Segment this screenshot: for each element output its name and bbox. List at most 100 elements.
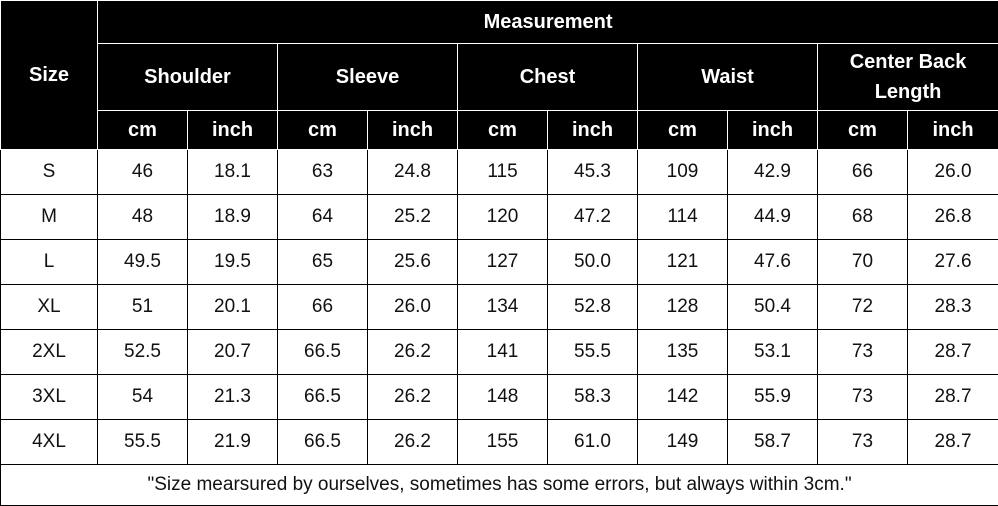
value-cell: 44.9 xyxy=(727,194,818,240)
value-cell: 128 xyxy=(637,284,728,330)
value-cell: 68 xyxy=(817,194,908,240)
value-cell: 73 xyxy=(817,374,908,420)
value-cell: 66.5 xyxy=(277,329,368,375)
value-cell: 142 xyxy=(637,374,728,420)
note: "Size mearsured by ourselves, sometimes … xyxy=(0,464,998,506)
value-cell: 49.5 xyxy=(97,239,188,285)
value-cell: 155 xyxy=(457,419,548,465)
size-cell: S xyxy=(0,149,98,195)
value-cell: 54 xyxy=(97,374,188,420)
size-header: Size xyxy=(0,0,98,150)
group-header: Waist xyxy=(637,43,818,111)
value-cell: 66 xyxy=(817,149,908,195)
value-cell: 21.9 xyxy=(187,419,278,465)
value-cell: 18.9 xyxy=(187,194,278,240)
value-cell: 66 xyxy=(277,284,368,330)
unit-header: inch xyxy=(367,110,458,150)
unit-header: inch xyxy=(906,110,998,150)
value-cell: 63 xyxy=(277,149,368,195)
value-cell: 134 xyxy=(457,284,548,330)
value-cell: 47.6 xyxy=(727,239,818,285)
value-cell: 52.8 xyxy=(547,284,638,330)
value-cell: 53.1 xyxy=(727,329,818,375)
value-cell: 25.2 xyxy=(367,194,458,240)
value-cell: 66.5 xyxy=(277,374,368,420)
size-cell: 2XL xyxy=(0,329,98,375)
value-cell: 52.5 xyxy=(97,329,188,375)
group-header: Chest xyxy=(457,43,638,111)
value-cell: 48 xyxy=(97,194,188,240)
table-row: 4XL 55.5 21.9 66.5 26.2 155 61.0 149 58.7 73 28.7 xyxy=(0,419,998,465)
value-cell: 26.2 xyxy=(367,419,458,465)
value-cell: 26.0 xyxy=(367,284,458,330)
value-cell: 25.6 xyxy=(367,239,458,285)
value-cell: 58.3 xyxy=(547,374,638,420)
value-cell: 148 xyxy=(457,374,548,420)
table-row: S 46 18.1 63 24.8 115 45.3 109 42.9 66 26.0 xyxy=(0,149,998,195)
size-cell: XL xyxy=(0,284,98,330)
unit-header: cm xyxy=(817,110,908,150)
value-cell: 45.3 xyxy=(547,149,638,195)
value-cell: 51 xyxy=(97,284,188,330)
value-cell: 47.2 xyxy=(547,194,638,240)
value-cell: 28.7 xyxy=(906,329,998,375)
table-row: 3XL 54 21.3 66.5 26.2 148 58.3 142 55.9 73 28.7 xyxy=(0,374,998,420)
size-cell: 4XL xyxy=(0,419,98,465)
group-header: Center Back Length xyxy=(816,43,998,111)
size-cell: M xyxy=(0,194,98,240)
value-cell: 19.5 xyxy=(187,239,278,285)
value-cell: 20.7 xyxy=(187,329,278,375)
value-cell: 121 xyxy=(637,239,728,285)
value-cell: 65 xyxy=(277,239,368,285)
value-cell: 26.2 xyxy=(367,329,458,375)
value-cell: 72 xyxy=(817,284,908,330)
unit-header: cm xyxy=(637,110,728,150)
value-cell: 26.8 xyxy=(906,194,998,240)
unit-header: cm xyxy=(457,110,548,150)
table-row: Shoulder Sleeve Chest Waist Center Back Leng… xyxy=(1,43,998,111)
table-row: Size Measurement xyxy=(0,0,998,150)
value-cell: 109 xyxy=(637,149,728,195)
value-cell: 114 xyxy=(637,194,728,240)
value-cell: 24.8 xyxy=(367,149,458,195)
value-cell: 28.7 xyxy=(906,374,998,420)
unit-header: cm xyxy=(277,110,368,150)
value-cell: 55.5 xyxy=(97,419,188,465)
value-cell: 58.7 xyxy=(727,419,818,465)
value-cell: 115 xyxy=(457,149,548,195)
value-cell: 50.4 xyxy=(727,284,818,330)
table-row: XL 51 20.1 66 26.0 134 52.8 128 50.4 72 28.3 xyxy=(0,284,998,330)
value-cell: 135 xyxy=(637,329,728,375)
value-cell: 55.5 xyxy=(547,329,638,375)
value-cell: 127 xyxy=(457,239,548,285)
table-row: "Size mearsured by ourselves, sometimes … xyxy=(0,464,998,506)
value-cell: 42.9 xyxy=(727,149,818,195)
value-cell: 28.3 xyxy=(906,284,998,330)
value-cell: 70 xyxy=(817,239,908,285)
table-row: L 49.5 19.5 65 25.6 127 50.0 121 47.6 70 27.6 xyxy=(0,239,998,285)
value-cell: 66.5 xyxy=(277,419,368,465)
unit-header: cm xyxy=(97,110,188,150)
title-header: Measurement xyxy=(96,0,998,44)
group-header: Sleeve xyxy=(277,43,458,111)
value-cell: 27.6 xyxy=(906,239,998,285)
value-cell: 149 xyxy=(637,419,728,465)
value-cell: 20.1 xyxy=(187,284,278,330)
value-cell: 21.3 xyxy=(187,374,278,420)
unit-header: inch xyxy=(187,110,278,150)
value-cell: 50.0 xyxy=(547,239,638,285)
value-cell: 26.0 xyxy=(906,149,998,195)
value-cell: 120 xyxy=(457,194,548,240)
value-cell: 64 xyxy=(277,194,368,240)
value-cell: 55.9 xyxy=(727,374,818,420)
size-cell: L xyxy=(0,239,98,285)
value-cell: 46 xyxy=(97,149,188,195)
table-row: 2XL 52.5 20.7 66.5 26.2 141 55.5 135 53.1 73 28.7 xyxy=(0,329,998,375)
value-cell: 61.0 xyxy=(547,419,638,465)
unit-header: inch xyxy=(547,110,638,150)
value-cell: 141 xyxy=(457,329,548,375)
value-cell: 73 xyxy=(817,419,908,465)
table-row: M 48 18.9 64 25.2 120 47.2 114 44.9 68 26.8 xyxy=(0,194,998,240)
